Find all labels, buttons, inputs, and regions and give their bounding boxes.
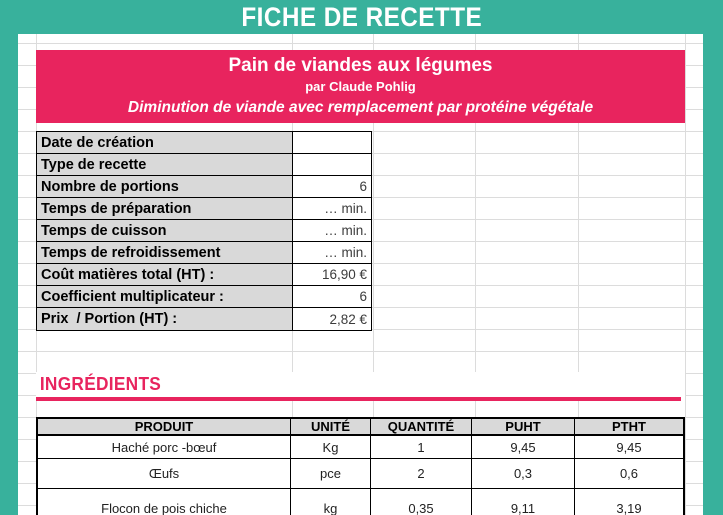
ingredient-cell[interactable]: 0,3 (472, 459, 575, 489)
detail-label: Coefficient multiplicateur : (37, 286, 293, 308)
ingredient-cell[interactable]: pce (291, 459, 371, 489)
ingredient-cell[interactable]: 3,19 (575, 489, 683, 515)
detail-label: Temps de cuisson (37, 220, 293, 242)
detail-row: Temps de cuisson… min. (37, 220, 371, 242)
ingredients-column-header: QUANTITÉ (371, 419, 472, 436)
gridline-vertical (373, 34, 374, 515)
detail-value-cell[interactable]: … min. (293, 198, 371, 220)
detail-label: Nombre de portions (37, 176, 293, 198)
detail-label: Prix / Portion (HT) : (37, 308, 293, 330)
ingredient-cell[interactable]: 0,35 (371, 489, 472, 515)
detail-value-cell[interactable]: 16,90 € (293, 264, 371, 286)
detail-row: Coefficient multiplicateur :6 (37, 286, 371, 308)
recipe-subtitle: Diminution de viande avec remplacement p… (127, 99, 594, 116)
ingredient-cell[interactable]: Œufs (38, 459, 291, 489)
details-table: Date de création Type de recette Nombre de… (36, 131, 372, 331)
ingredients-heading: INGRÉDIENTS (39, 374, 162, 394)
ingredient-cell[interactable]: kg (291, 489, 371, 515)
ingredient-cell[interactable]: 9,11 (472, 489, 575, 515)
detail-row: Temps de préparation… min. (37, 198, 371, 220)
detail-value-cell[interactable]: 6 (293, 286, 371, 308)
detail-row: Type de recette (37, 154, 371, 176)
ingredients-column-header: PTHT (575, 419, 683, 436)
ingredients-column-header: PUHT (472, 419, 575, 436)
detail-label: Temps de préparation (37, 198, 293, 220)
ingredients-heading-row: INGRÉDIENTS (36, 372, 685, 397)
detail-row: Date de création (37, 132, 371, 154)
ingredient-cell[interactable]: 9,45 (575, 436, 683, 459)
ingredient-cell[interactable]: Flocon de pois chiche (38, 489, 291, 515)
recipe-title: Pain de viandes aux légumes (228, 55, 493, 76)
ingredients-table: PRODUIT UNITÉ QUANTITÉ PUHT PTHT Haché porc -… (36, 417, 685, 515)
detail-label: Temps de refroidissement (37, 242, 293, 264)
detail-value-cell[interactable] (293, 132, 371, 154)
ingredient-cell[interactable]: 2 (371, 459, 472, 489)
detail-value-cell[interactable]: … min. (293, 220, 371, 242)
recipe-author: par Claude Pohlig (305, 79, 416, 94)
ingredient-cell[interactable]: 0,6 (575, 459, 683, 489)
ingredients-column-header: UNITÉ (291, 419, 371, 436)
ingredient-cell[interactable]: 9,45 (472, 436, 575, 459)
ingredients-column-header: PRODUIT (38, 419, 291, 436)
gridline-vertical (475, 34, 476, 515)
detail-value-cell[interactable]: 6 (293, 176, 371, 198)
ingredient-cell[interactable]: 1 (371, 436, 472, 459)
page-title: FICHE DE RECETTE (241, 1, 482, 32)
detail-value-cell[interactable]: 2,82 € (329, 311, 367, 327)
ingredient-cell[interactable]: Kg (291, 436, 371, 459)
recipe-banner: Pain de viandes aux légumes par Claude P… (36, 50, 685, 123)
ingredients-heading-underline (36, 397, 681, 401)
detail-value-cell[interactable] (293, 154, 371, 176)
detail-row: Coût matières total (HT) :16,90 € (37, 264, 371, 286)
gridline-vertical (578, 34, 579, 515)
detail-row: Nombre de portions 6 (37, 176, 371, 198)
ingredient-cell[interactable]: Haché porc -bœuf (38, 436, 291, 459)
detail-label: Type de recette (37, 154, 293, 176)
detail-label: Date de création (37, 132, 293, 154)
page-title-band: FICHE DE RECETTE (0, 0, 723, 34)
gridline-vertical (685, 34, 686, 515)
detail-row: Prix / Portion (HT) : 2,82 € (37, 308, 371, 330)
detail-row: Temps de refroidissement… min. (37, 242, 371, 264)
detail-value-cell[interactable]: … min. (293, 242, 371, 264)
detail-label: Coût matières total (HT) : (37, 264, 293, 286)
